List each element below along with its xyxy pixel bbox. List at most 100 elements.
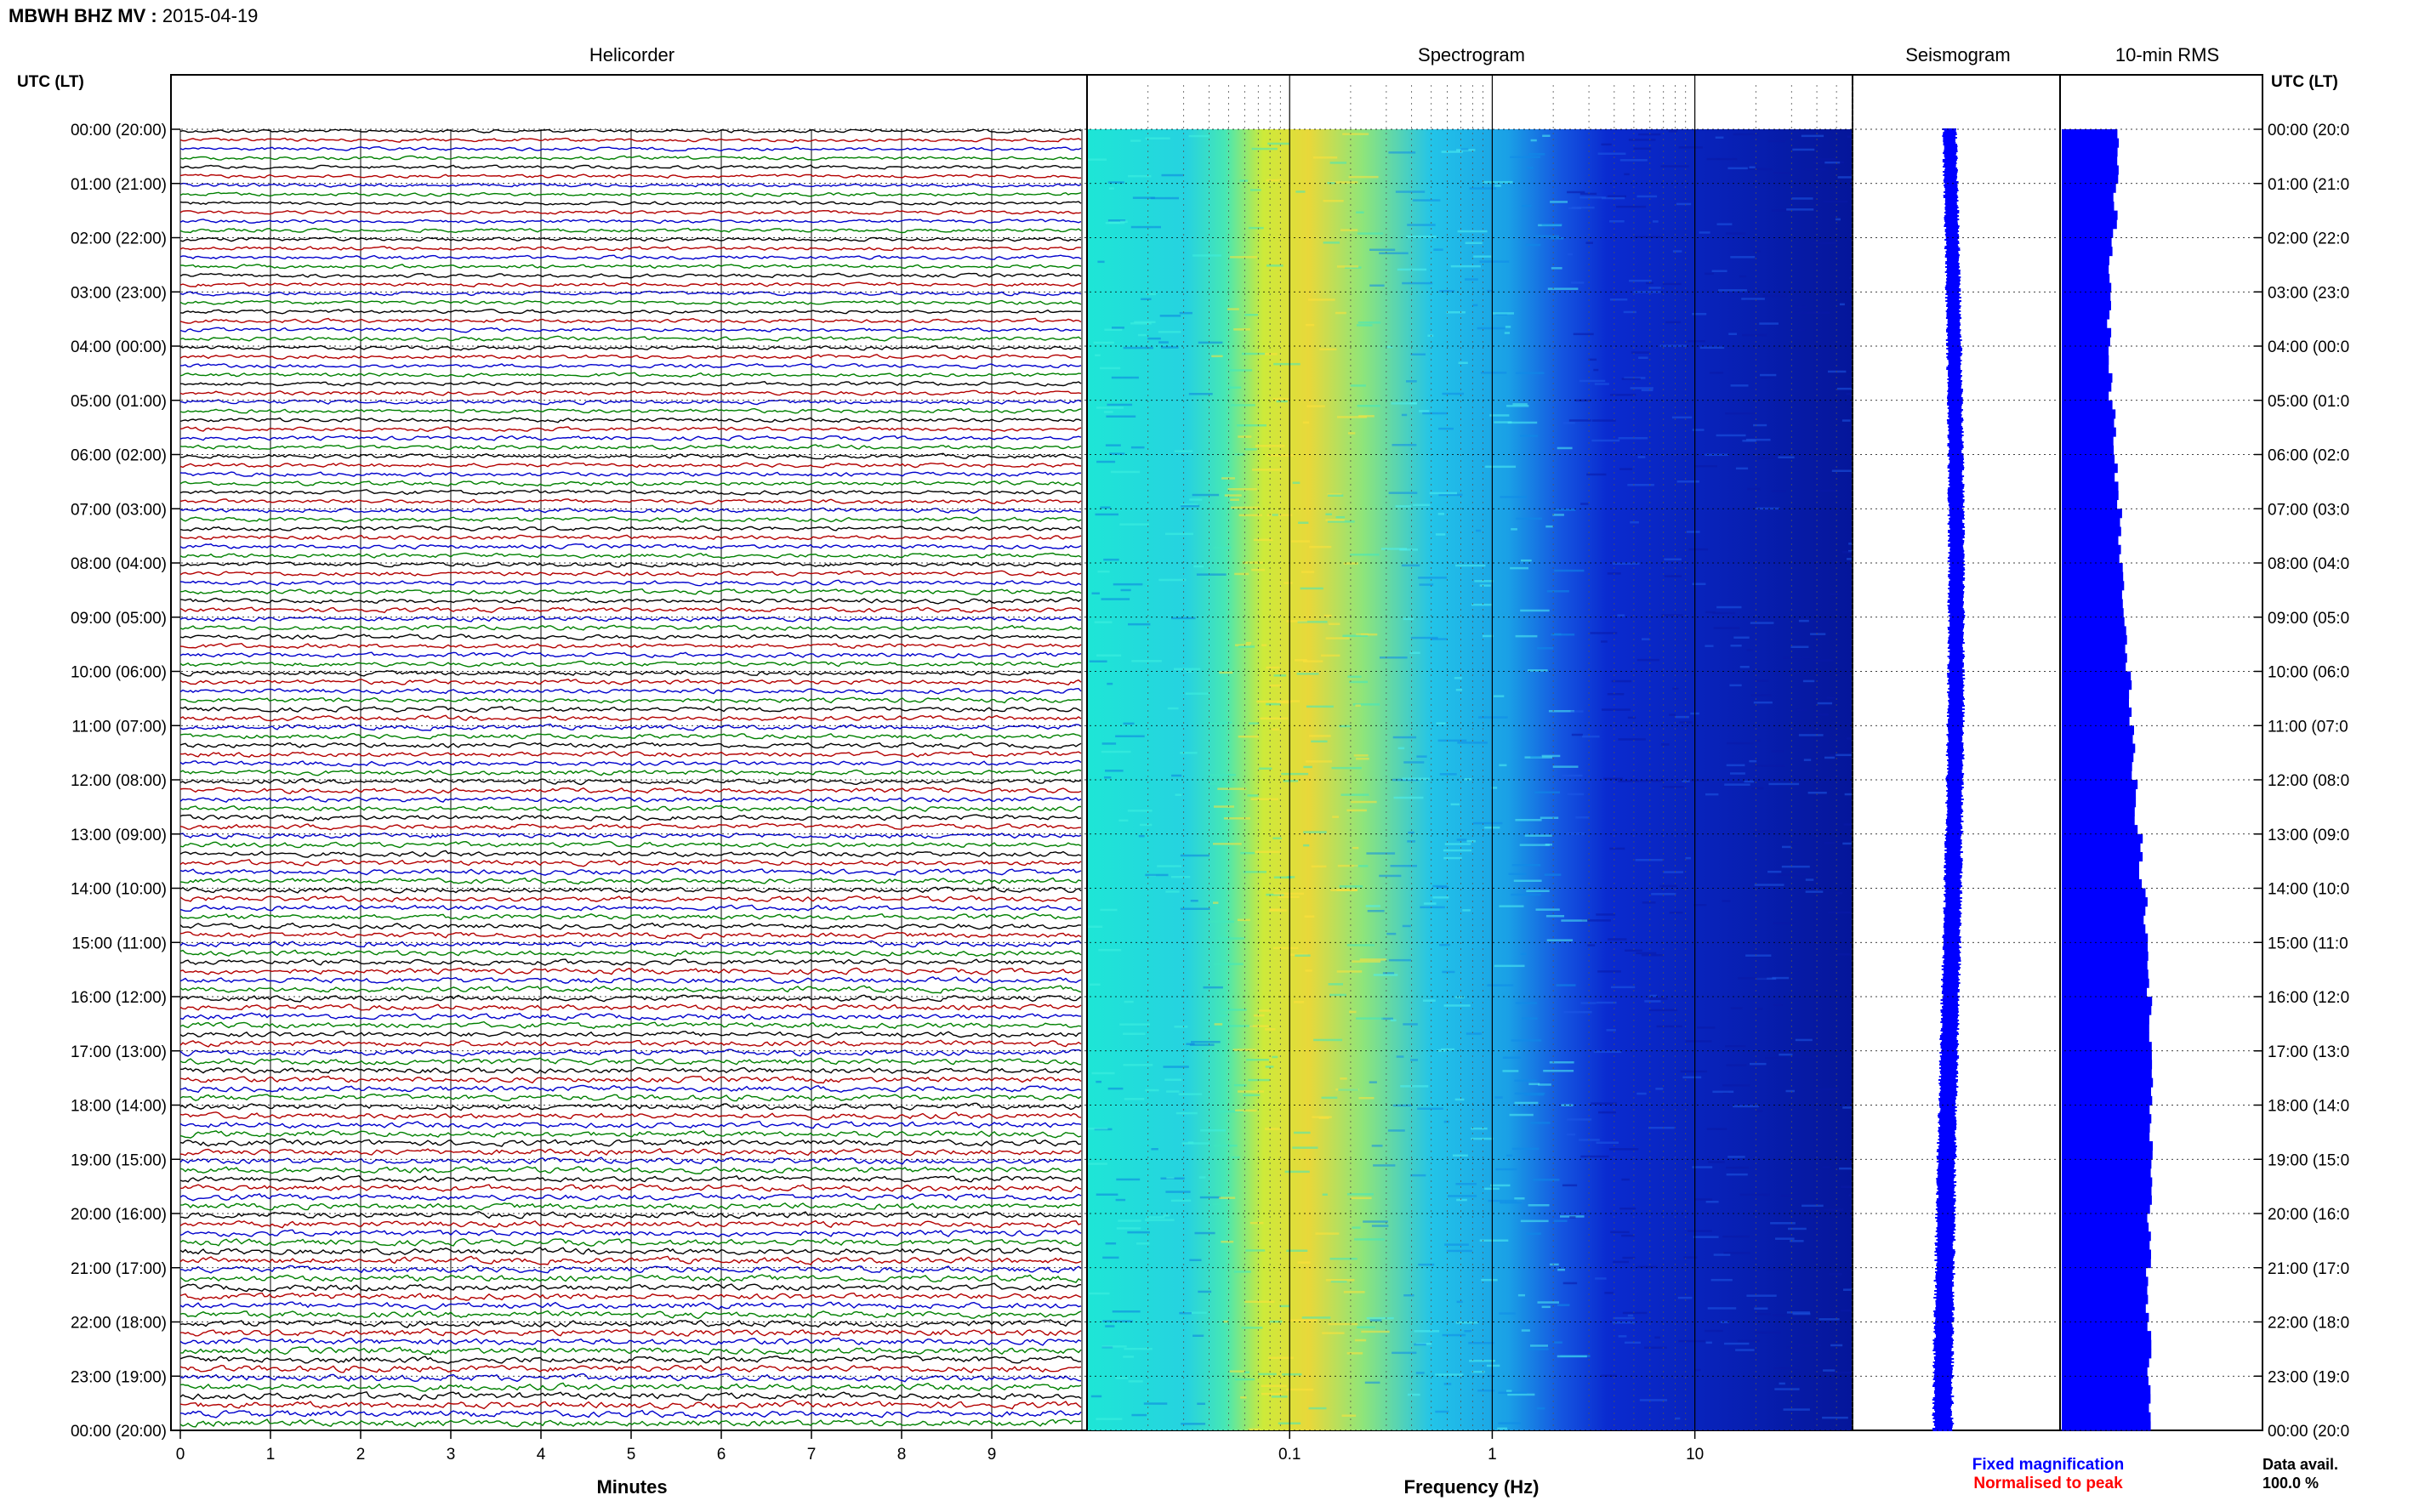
spectrogram-cell xyxy=(1636,952,1657,955)
rms-bar xyxy=(2062,247,2113,257)
spectrogram-cell xyxy=(1431,638,1448,640)
spectrogram-cell xyxy=(1723,1252,1750,1254)
spectrogram-cell xyxy=(1747,168,1773,171)
spectrogram-cell xyxy=(1308,298,1335,301)
spectrogram-cell xyxy=(1322,1332,1345,1334)
helicorder-trace xyxy=(179,579,1082,587)
spectrogram-cell xyxy=(1408,831,1414,834)
spectrogram-cell xyxy=(1254,1014,1265,1017)
spectrogram-cell xyxy=(1306,323,1315,327)
spectrogram-cell xyxy=(1118,819,1129,822)
rms-bar xyxy=(2062,680,2132,691)
spectrogram-cell xyxy=(1243,871,1266,873)
spectrogram-cell xyxy=(1750,622,1774,624)
spectrogram-cell xyxy=(1386,932,1397,935)
spectrogram-cell xyxy=(1291,540,1310,543)
rms-bar xyxy=(2062,544,2121,554)
rms-bar xyxy=(2062,915,2144,925)
spectrogram-cell xyxy=(1510,566,1528,570)
spectrogram-cell xyxy=(1596,1141,1619,1144)
spectrogram-cell xyxy=(1594,383,1609,385)
spectrogram-cell xyxy=(1466,1032,1483,1035)
helicorder-panel xyxy=(179,129,1083,1430)
spectrogram-cell xyxy=(1213,901,1219,904)
time-tick-label-right: 05:00 (01:0 xyxy=(2268,393,2349,411)
spectrogram-cell xyxy=(1730,1007,1743,1009)
spectrogram-cell xyxy=(1432,884,1448,888)
helicorder-trace xyxy=(179,886,1082,894)
helicorder-trace xyxy=(179,552,1082,560)
spectrogram-cell xyxy=(1585,242,1593,244)
rms-bar xyxy=(2062,1294,2149,1305)
spectrogram-cell xyxy=(1112,1310,1141,1313)
rms-bar xyxy=(2062,491,2119,501)
spectrogram-cell xyxy=(1813,659,1834,662)
spectrogram-cell xyxy=(1198,1176,1206,1179)
spectrogram-cell xyxy=(1668,130,1677,133)
spectrogram-cell xyxy=(1597,970,1621,973)
spectrogram-cell xyxy=(1342,133,1369,135)
spectrogram-cell xyxy=(1107,219,1126,222)
helicorder-trace xyxy=(179,462,1082,469)
rms-bar xyxy=(2062,997,2153,1007)
spectrogram-cell xyxy=(1223,817,1250,820)
spectrogram-cell xyxy=(1580,1002,1597,1004)
spectrogram-cell xyxy=(1511,1039,1542,1042)
spectrogram-cell xyxy=(1805,878,1814,881)
spectrogram-cell xyxy=(1541,1305,1551,1309)
rms-bar xyxy=(2062,427,2116,437)
spectrogram-cell xyxy=(1837,176,1853,179)
spectrogram-cell xyxy=(1166,1177,1175,1179)
spectrogram-cell xyxy=(1514,1101,1539,1105)
spectrogram-cell xyxy=(1128,1380,1143,1383)
spectrogram-cell xyxy=(1489,414,1510,417)
spectrogram-cell xyxy=(1820,489,1837,492)
spectrogram-cell xyxy=(1727,1156,1745,1158)
spectrogram-cell xyxy=(1281,772,1309,776)
helicorder-trace xyxy=(179,344,1082,351)
spectrogram-cell xyxy=(1110,470,1141,474)
rms-bar xyxy=(2062,1105,2150,1115)
spectrogram-cell xyxy=(1266,666,1280,669)
spectrogram-cell xyxy=(1575,816,1590,819)
spectrogram-cell xyxy=(1528,1083,1540,1085)
spectrogram-cell xyxy=(1115,1198,1126,1202)
spectrogram-cell xyxy=(1801,1204,1824,1208)
spectrogram-cell xyxy=(1283,582,1293,584)
spectrogram-cell xyxy=(1675,1417,1681,1420)
helicorder-trace xyxy=(179,1301,1082,1310)
spectrogram-cell xyxy=(1352,846,1359,850)
helicorder-trace xyxy=(179,1166,1082,1174)
spectrogram-cell xyxy=(1098,948,1122,952)
spectrogram-cell xyxy=(1676,202,1692,206)
helicorder-trace xyxy=(179,299,1082,306)
rms-bar xyxy=(2062,346,2109,356)
spectrogram-cell xyxy=(1722,900,1731,902)
spectrogram-cell xyxy=(1830,1344,1843,1347)
rms-bar xyxy=(2062,753,2134,763)
spectrogram-cell xyxy=(1348,175,1379,179)
rms-bar xyxy=(2062,1141,2153,1151)
spectrogram-cell xyxy=(1641,389,1653,392)
time-tick-label-right: 20:00 (16:0 xyxy=(2268,1206,2349,1224)
spectrogram-cell xyxy=(1332,816,1339,818)
spectrogram-cell xyxy=(1520,435,1538,437)
spectrogram-cell xyxy=(1792,1312,1811,1316)
spectrogram-cell xyxy=(1231,1156,1240,1159)
rms-bar xyxy=(2062,1060,2153,1070)
spectrogram-cell xyxy=(1170,1199,1192,1202)
spectrogram-cell xyxy=(1419,410,1430,412)
spectrogram-cell xyxy=(1305,969,1312,972)
spectrogram-cell xyxy=(1727,742,1754,745)
spectrogram-cell xyxy=(1266,702,1281,706)
spectrogram-cell xyxy=(1352,960,1381,963)
helicorder-trace xyxy=(179,759,1082,767)
spectrogram-cell xyxy=(1725,412,1756,415)
spectrogram-cell xyxy=(1733,133,1759,136)
rms-bar xyxy=(2062,861,2139,871)
helicorder-trace xyxy=(179,859,1082,867)
spectrogram-cell xyxy=(1616,205,1647,208)
spectrogram-cell xyxy=(1694,1198,1713,1201)
spectrogram-cell xyxy=(1118,1219,1141,1222)
rms-bar xyxy=(2062,1077,2154,1088)
